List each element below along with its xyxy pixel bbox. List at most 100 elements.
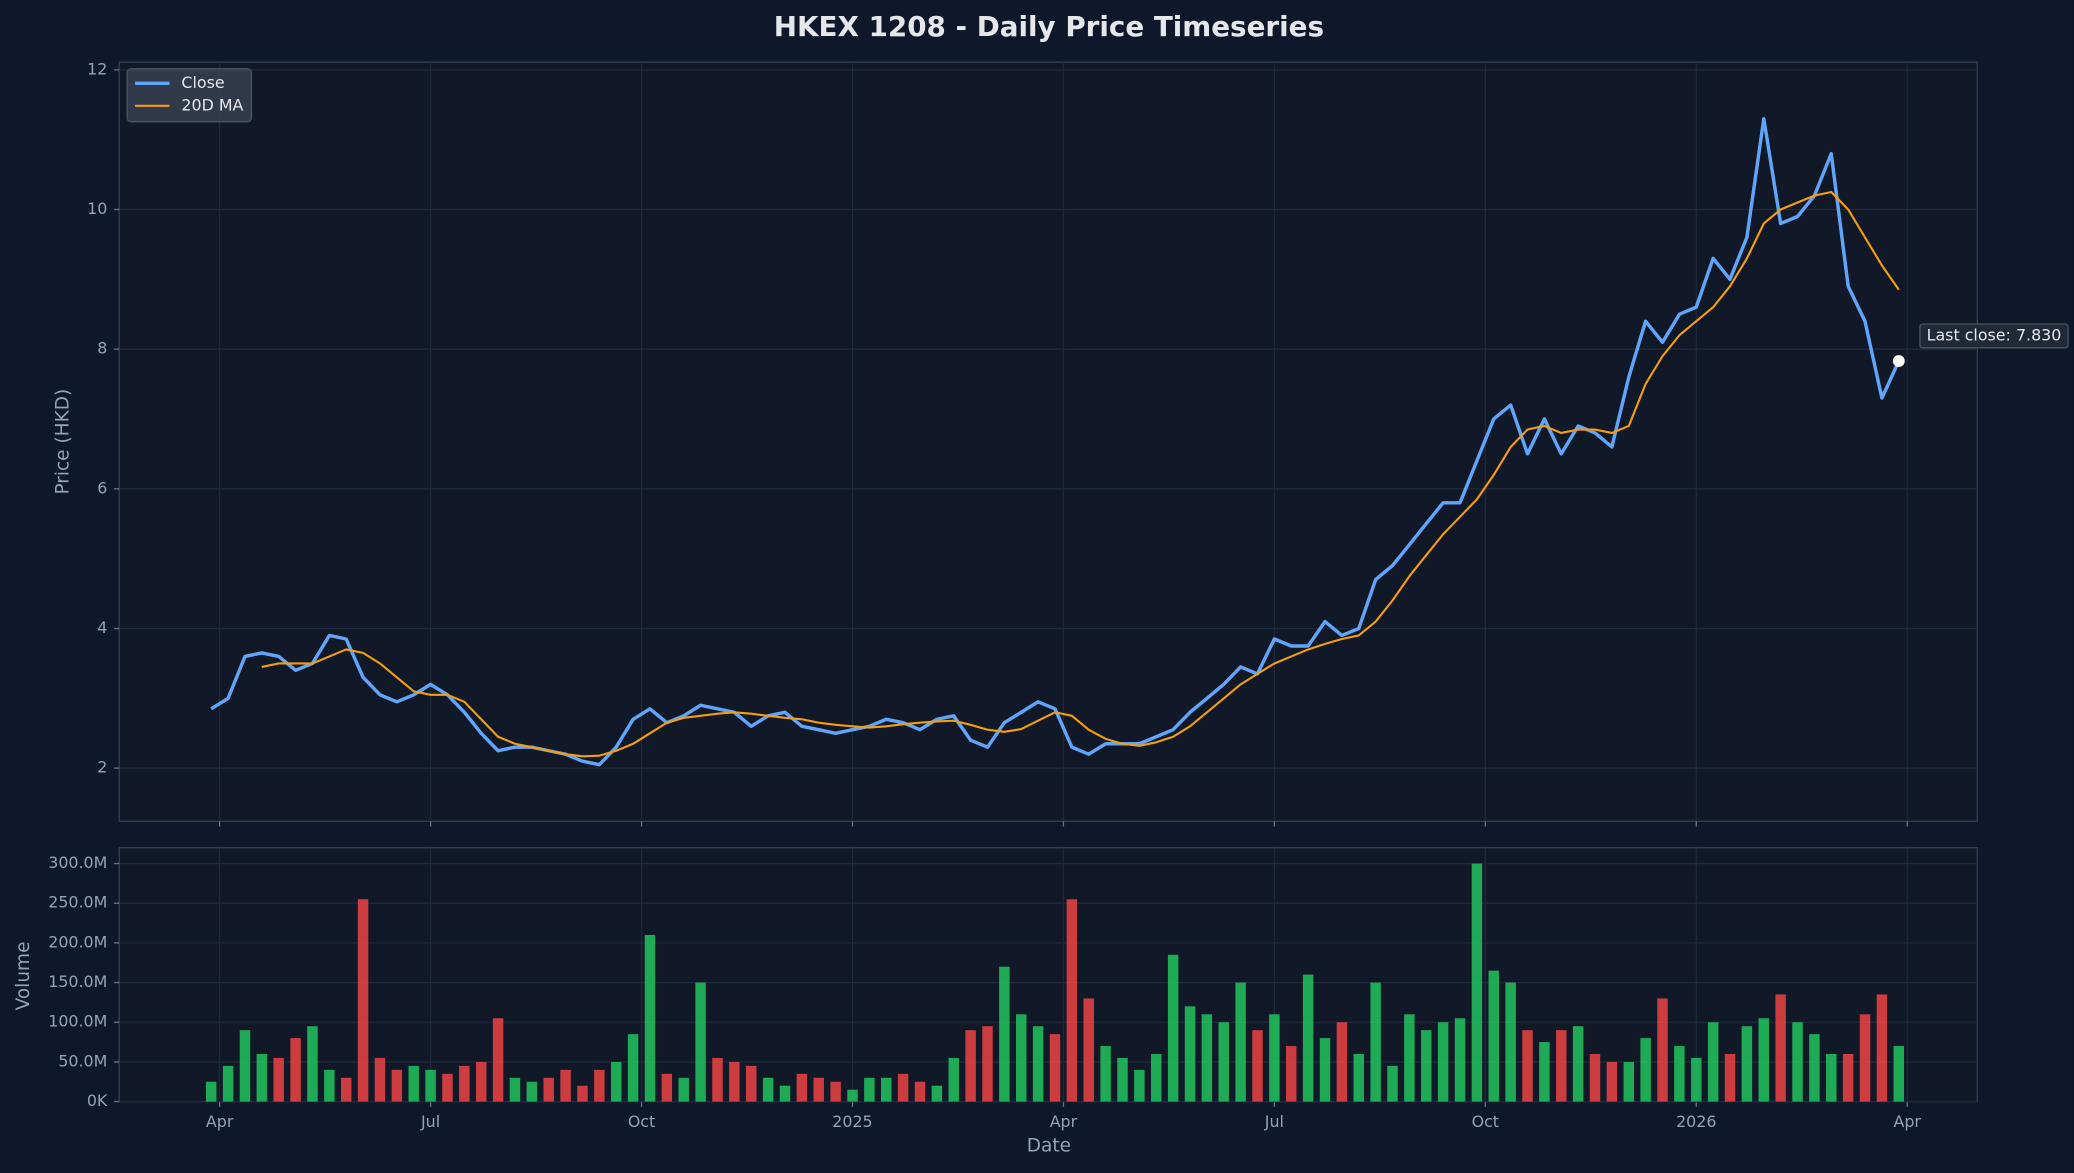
volume-bar [847, 1089, 858, 1102]
layer: Apr Jul Oct 2025 Apr Jul Oct 2026 Apr 2 4 6 8 10 12 0K 5… [48, 59, 2069, 1131]
volume-bar [1691, 1057, 1702, 1102]
volume-bar [1134, 1069, 1145, 1102]
x-axis-title: Date [1027, 1136, 1071, 1157]
y-tick-label: 50.0M [58, 1051, 107, 1070]
volume-bar [610, 1061, 622, 1102]
x-tick-label: 2025 [832, 1112, 872, 1131]
volume-bar [239, 1030, 251, 1102]
volume-bar [1151, 1053, 1162, 1102]
volume-bar [1336, 1022, 1348, 1102]
volume-bar [357, 899, 369, 1102]
volume-bar [324, 1069, 335, 1102]
y-tick-label: 8 [97, 339, 107, 358]
line-series [261, 190, 1900, 758]
volume-bar [813, 1077, 824, 1102]
volume-bar [1167, 954, 1179, 1102]
volume-bar [492, 1018, 504, 1102]
y-tick-label: 300.0M [48, 853, 107, 872]
y-axis-title: Volume [13, 942, 34, 1011]
x-tick-label: Oct [1472, 1112, 1499, 1131]
volume-bar [931, 1085, 943, 1102]
volume-bar [205, 1081, 217, 1102]
volume-bar [1792, 1022, 1803, 1102]
volume-bar [1302, 974, 1314, 1102]
volume-bar [1235, 982, 1246, 1102]
volume-bar [712, 1057, 723, 1102]
volume-bar [1471, 863, 1483, 1102]
volume-bar [1589, 1053, 1601, 1102]
volume-bar [1859, 1014, 1871, 1102]
volume-bar [273, 1057, 284, 1102]
y-tick-label: 4 [97, 618, 107, 637]
volume-bar [1454, 1018, 1466, 1102]
volume-bar [1572, 1026, 1584, 1102]
volume-bar [256, 1053, 268, 1102]
volume-bar [442, 1073, 453, 1102]
volume-bar [661, 1073, 673, 1102]
legend-label: Close [181, 73, 224, 92]
volume-bar [290, 1038, 301, 1102]
line-series [210, 117, 1901, 767]
volume-bar [1370, 982, 1381, 1102]
volume-bar [881, 1077, 892, 1102]
last-close-marker [1892, 355, 1905, 367]
volume-bar [1556, 1030, 1567, 1102]
volume-bar [1623, 1061, 1634, 1102]
volume-bar [1893, 1046, 1905, 1102]
volume-bar [1049, 1034, 1061, 1102]
volume-bar [779, 1085, 791, 1102]
volume-bar [729, 1061, 740, 1102]
x-tick-label: Jul [1264, 1112, 1284, 1131]
volume-bar [1066, 899, 1078, 1102]
volume-bar [1640, 1038, 1651, 1102]
y-tick-label: 10 [87, 199, 107, 218]
y-tick-label: 6 [97, 478, 107, 497]
y-tick-label: 250.0M [48, 893, 107, 912]
volume-bar [1269, 1014, 1280, 1102]
volume-bar [1387, 1065, 1398, 1102]
volume-bar [1842, 1053, 1854, 1102]
chart-title: HKEX 1208 - Daily Price Timeseries [774, 10, 1324, 43]
x-tick-label: Apr [1893, 1112, 1921, 1131]
x-tick-label: Apr [1050, 1112, 1078, 1131]
volume-bar [695, 982, 706, 1102]
volume-bar [627, 1034, 639, 1102]
volume-bar [1522, 1030, 1533, 1102]
volume-bar [594, 1069, 605, 1102]
volume-bar [1674, 1046, 1685, 1102]
x-tick-label: 2026 [1676, 1112, 1716, 1131]
volume-bar [1083, 998, 1094, 1102]
volume-bar [1606, 1061, 1618, 1102]
volume-bar [222, 1065, 234, 1102]
volume-bar [1100, 1046, 1111, 1102]
volume-bar [1353, 1053, 1364, 1102]
volume-bar [762, 1077, 774, 1102]
volume-bar [408, 1065, 419, 1102]
volume-bar [1201, 1014, 1213, 1102]
volume-bar [965, 1030, 976, 1102]
volume-bar [577, 1085, 588, 1102]
volume-bar [914, 1081, 926, 1102]
volume-bar [1117, 1057, 1128, 1102]
volume-bar [475, 1061, 487, 1102]
volume-bar [1876, 994, 1888, 1102]
volume-bar [1488, 970, 1499, 1102]
volume-bar [1252, 1030, 1263, 1102]
volume-bar [1319, 1038, 1331, 1102]
volume-bar [1404, 1014, 1415, 1102]
volume-bar [560, 1069, 571, 1102]
y-tick-label: 0K [87, 1091, 108, 1110]
volume-bar [1758, 1018, 1770, 1102]
volume-bar [745, 1065, 757, 1102]
volume-bar [1184, 1006, 1196, 1102]
volume-bar [1539, 1042, 1550, 1102]
volume-bar [1809, 1034, 1820, 1102]
volume-bar [459, 1065, 470, 1102]
y-tick-label: 200.0M [48, 932, 107, 951]
volume-bar [509, 1077, 521, 1102]
y-axis-title: Price (HKD) [53, 389, 74, 495]
volume-bar [543, 1077, 554, 1102]
y-tick-label: 100.0M [48, 1012, 107, 1031]
